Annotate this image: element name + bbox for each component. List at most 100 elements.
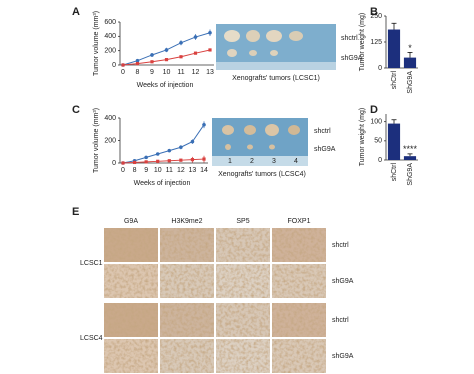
ihc-texture (160, 264, 214, 298)
y-tick-label: 0 (112, 62, 116, 69)
column-label: H3K9me2 (171, 218, 202, 225)
y-tick-label: 400 (104, 33, 116, 40)
x-tick-label: 8 (136, 69, 140, 76)
ihc-texture (160, 228, 214, 262)
y-tick-label: 600 (104, 19, 116, 26)
x-tick-label: 14 (200, 167, 208, 174)
y-tick-label: 125 (370, 39, 382, 46)
x-tick-label: 12 (192, 69, 200, 76)
y-tick-label: 250 (370, 13, 382, 20)
panel-label: B (370, 6, 378, 18)
x-tick-label: ShG9A (407, 71, 414, 94)
data-point (167, 148, 172, 153)
group-label: LCSC4 (80, 335, 103, 342)
ruler-number: 3 (272, 158, 276, 165)
row-label: shctrl (341, 35, 358, 42)
data-point (132, 160, 137, 165)
y-axis-label: Tumor volume (mm³) (93, 11, 100, 76)
y-tick-label: 0 (112, 160, 116, 167)
data-point (208, 30, 212, 35)
row-label: shctrl (332, 242, 349, 249)
data-point (150, 53, 154, 57)
y-axis-label: Tumor weight (mg) (359, 108, 366, 166)
data-point (208, 48, 212, 52)
data-point (179, 158, 183, 162)
ruler-number: 2 (250, 158, 254, 165)
data-point (155, 152, 160, 156)
y-tick-label: 0 (378, 65, 382, 72)
x-tick-label: ShG9A (407, 163, 414, 186)
y-axis-label: Tumor volume (mm³) (93, 108, 100, 173)
ihc-texture (160, 303, 214, 337)
x-tick-label: 12 (177, 167, 185, 174)
y-tick-label: 100 (370, 119, 382, 126)
photo-caption: Xenografts' tumors (LCSC1) (232, 75, 320, 82)
ihc-texture (272, 303, 326, 337)
ihc-texture (104, 339, 158, 373)
data-point (193, 51, 198, 55)
x-tick-label: 9 (144, 167, 148, 174)
y-axis-label: Tumor weight (mg) (359, 13, 366, 71)
panel-label: C (72, 104, 80, 116)
column-label: SP5 (236, 218, 249, 225)
y-tick-label: 200 (104, 48, 116, 55)
data-point (179, 40, 183, 45)
bar (403, 156, 417, 160)
ihc-texture (216, 303, 270, 337)
y-tick-label: 200 (104, 137, 116, 144)
data-point (190, 158, 195, 162)
group-label: LCSC1 (80, 260, 103, 267)
bar (387, 123, 401, 160)
ihc-texture (104, 228, 158, 262)
ihc-panel: G9A H3K9me2 SP5 FOXP1 LCSC1 shctrl shG9A LCSC4 s… (80, 218, 354, 373)
panel-label: E (72, 206, 79, 218)
column-label: FOXP1 (288, 218, 311, 225)
data-point (202, 157, 206, 161)
ihc-texture (216, 264, 270, 298)
ihc-texture (216, 339, 270, 373)
x-tick-label: 9 (150, 69, 154, 76)
ruler-number: 1 (228, 158, 232, 165)
x-tick-label: 11 (177, 69, 184, 76)
panel-label: A (72, 6, 80, 18)
data-point (179, 55, 183, 59)
tumor-photo (212, 118, 308, 166)
x-tick-label: shCtrl (391, 71, 398, 90)
data-point (179, 145, 183, 150)
ihc-texture (160, 339, 214, 373)
y-tick-label: 50 (374, 138, 382, 145)
row-label: shctrl (332, 317, 349, 324)
series-line (122, 158, 205, 164)
data-point (121, 63, 125, 67)
data-point (202, 122, 206, 127)
row-label: shG9A (332, 278, 354, 285)
x-axis-label: Weeks of injection (134, 180, 191, 187)
row-label: shG9A (341, 55, 363, 62)
bar (387, 29, 401, 68)
significance: * (408, 43, 412, 53)
data-point (121, 161, 125, 165)
row-label: shctrl (314, 128, 331, 135)
data-point (135, 61, 140, 66)
bar (403, 57, 417, 68)
data-point (167, 159, 171, 163)
ihc-texture (272, 339, 326, 373)
x-axis-label: Weeks of injection (137, 82, 194, 89)
data-point (190, 139, 195, 144)
x-tick-label: 0 (121, 167, 125, 174)
data-point (150, 60, 154, 64)
data-point (156, 159, 160, 163)
ihc-texture (104, 303, 158, 337)
ihc-texture (216, 228, 270, 262)
data-point (144, 155, 148, 160)
data-point (164, 58, 169, 62)
column-label: G9A (124, 218, 138, 225)
data-point (135, 58, 140, 63)
x-tick-label: 13 (189, 167, 197, 174)
x-tick-label: 13 (206, 69, 214, 76)
x-tick-label: 0 (121, 69, 125, 76)
x-tick-label: shCtrl (391, 163, 398, 182)
tumor-photo (216, 24, 336, 70)
data-point (164, 48, 169, 52)
photo-caption: Xenografts' tumors (LCSC4) (218, 171, 306, 178)
